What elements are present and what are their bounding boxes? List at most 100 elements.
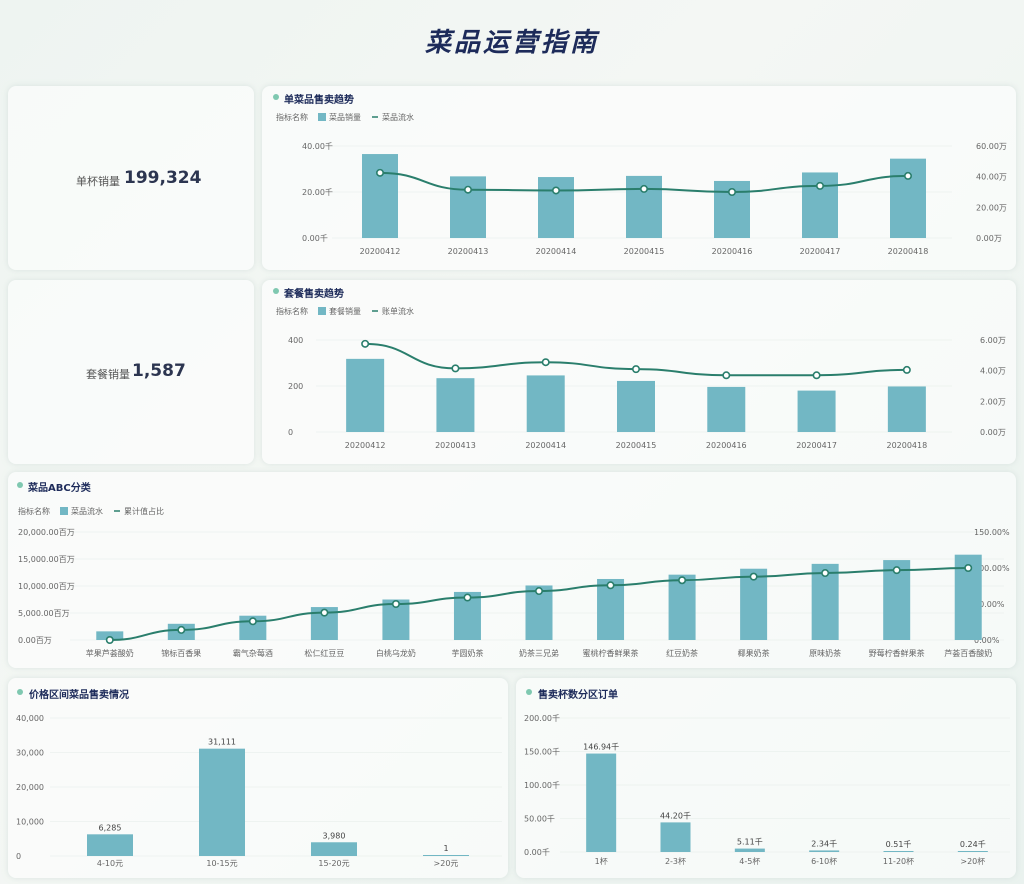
right-axis-tick: 0.00万 [980,428,1006,437]
category-label: 4-10元 [97,859,123,868]
category-label: 20200414 [525,441,566,450]
category-label: 苹果芦荟酸奶 [86,648,134,658]
line-point [678,576,687,585]
legend-bar-name: 菜品销量 [329,112,361,122]
bar [707,386,746,432]
left-axis-tick: 100.00千 [524,780,560,790]
bar [538,177,574,238]
line-point [815,181,824,190]
line-point [248,617,257,626]
legend-prefix: 指标名称 [276,112,308,122]
kpi-combo-value: 1,587 [132,361,186,381]
data-label: 44.20千 [660,810,691,820]
category-label: 原味奶茶 [809,648,841,658]
kpi-card-combo: 套餐销量 1,587 [8,280,254,464]
category-label: 6-10杯 [811,856,837,866]
bar [436,378,475,432]
category-label: 20200412 [345,441,386,450]
left-axis-tick: 40.00千 [302,141,333,151]
legend-prefix: 指标名称 [276,306,308,316]
bar [96,631,124,640]
right-axis-tick: 150.00% [974,528,1010,537]
right-axis-tick: 6.00万 [980,336,1006,345]
left-axis-tick: 40,000 [16,714,44,723]
category-label: 20200415 [616,441,657,450]
legend-line-name: 菜品流水 [382,112,414,122]
category-label: 20200416 [712,247,753,256]
legend-bar-swatch [318,307,326,315]
kpi-card-single: 单杯销量 199,324 [8,86,254,270]
abc-chart: 20,000.00百万 15,000.00百万 10,000.00百万 5,000.0… [18,506,1010,658]
line-point [551,186,560,195]
panel-marker-icon [17,482,23,488]
category-label: 红豆奶茶 [666,648,698,658]
left-axis-tick: 15,000.00百万 [18,555,75,564]
bar [883,851,914,852]
abc-title: 菜品ABC分类 [28,483,91,494]
combo-trend-chart: 400 200 0 6.00万 4.00万 2.00万 0.00万 指标名称 套餐销量 账单流水 2… [276,306,1006,450]
bar [199,748,245,856]
category-label: 10-15元 [206,859,237,868]
right-axis-tick: 40.00万 [976,173,1007,182]
category-label: 奶茶三兄弟 [519,648,559,658]
right-axis-tick: 2.00万 [980,397,1006,406]
legend-line-name: 累计值占比 [124,506,164,516]
line-point [177,625,186,634]
left-axis-tick: 10,000.00百万 [18,582,75,591]
data-label: 2.34千 [811,838,837,848]
data-label: 1 [443,844,448,853]
panel-marker-icon [273,94,279,100]
legend-prefix: 指标名称 [18,506,50,516]
data-label: 0.51千 [886,839,912,849]
legend-bar-name: 套餐销量 [329,306,361,316]
line-point [376,168,385,177]
left-axis-tick: 400 [288,336,303,345]
left-axis-tick: 150.00千 [524,747,560,757]
bar [450,176,486,238]
category-label: 20200416 [706,441,747,450]
bar [362,154,398,238]
bar [890,158,926,238]
line-point [631,365,640,374]
line-point [463,593,472,602]
data-label: 146.94千 [583,742,619,752]
left-axis-tick: 0 [16,852,21,861]
line-point [892,566,901,575]
cup-count-panel: 售卖杯数分区订单 200.00千 150.00千 100.00千 50.00千 0.00… [516,678,1016,878]
page-title: 菜品运营指南 [424,28,599,58]
data-label: 0.24千 [960,839,986,849]
abc-panel: 菜品ABC分类 20,000.00百万 15,000.00百万 10,000.00百… [8,472,1016,668]
left-axis-tick: 10,000 [16,818,44,827]
left-axis-tick: 20,000 [16,783,44,792]
line-point [722,371,731,380]
single-trend-chart: 40.00千 20.00千 0.00千 60.00万 40.00万 20.00万 0.00万… [276,112,1007,256]
right-axis-tick: 0.00% [974,636,1000,645]
category-label: 芦荟百香酸奶 [944,648,992,658]
data-label: 3,980 [323,831,346,840]
data-label: 5.11千 [737,837,763,847]
line-point [903,171,912,180]
line-point [464,185,473,194]
category-label: 白桃乌龙奶 [376,648,416,658]
left-axis-tick: 200.00千 [524,713,560,723]
right-axis-tick: 4.00万 [980,367,1006,376]
category-label: >20元 [434,859,459,868]
bar [617,380,655,432]
line-point [964,564,973,573]
legend-bar-swatch [318,113,326,121]
price-range-chart: 40,000 30,000 20,000 10,000 0 6,285 31,111 3,98… [16,714,502,868]
category-label: 20200413 [448,247,489,256]
legend-bar-name: 菜品流水 [71,506,103,516]
line-point [749,572,758,581]
category-label: 20200417 [796,441,837,450]
line-point [902,365,911,374]
category-label: 20200418 [888,247,929,256]
category-label: 松仁红豆豆 [304,648,344,658]
category-label: 锦标百香果 [161,648,201,658]
kpi-single-value: 199,324 [124,168,202,188]
kpi-single-label: 单杯销量 [76,175,120,188]
bar [423,855,469,856]
bar [734,848,765,852]
left-axis-tick: 5,000.00百万 [18,609,70,618]
category-label: 20200418 [886,441,927,450]
